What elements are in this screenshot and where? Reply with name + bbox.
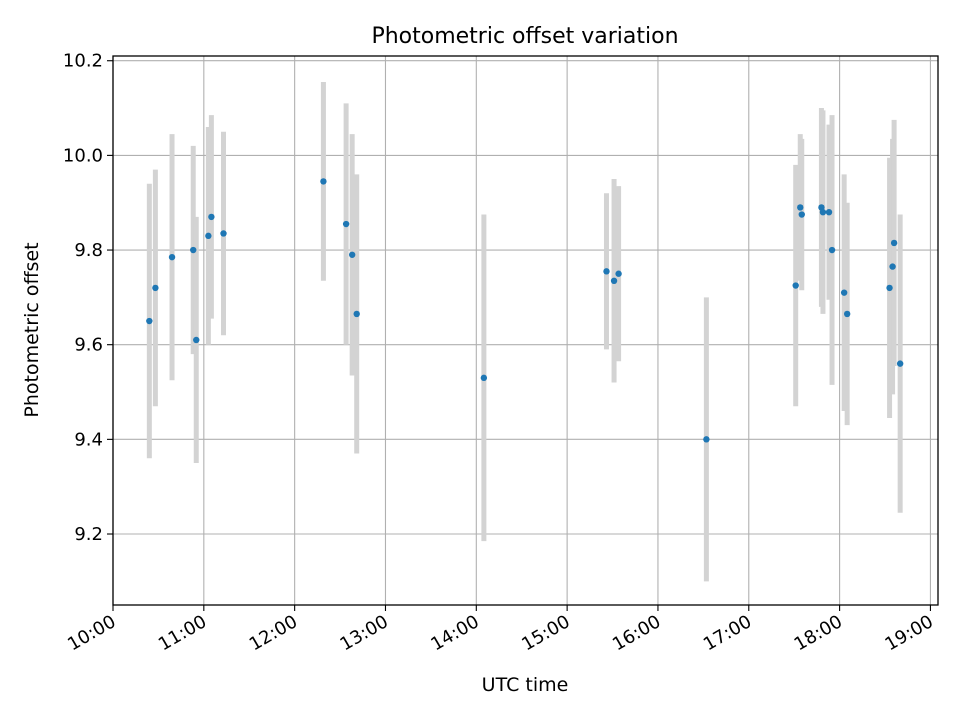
x-axis-label: UTC time bbox=[482, 674, 569, 696]
data-point bbox=[342, 220, 350, 228]
data-point bbox=[320, 178, 327, 185]
data-point bbox=[353, 310, 360, 318]
data-point bbox=[480, 374, 488, 382]
data-point bbox=[146, 317, 153, 325]
data-point bbox=[220, 230, 227, 237]
data-point bbox=[798, 211, 805, 218]
y-tick-label: 10.0 bbox=[63, 145, 103, 166]
y-tick-label: 10.2 bbox=[63, 51, 103, 72]
data-point bbox=[797, 204, 804, 211]
y-tick-label: 9.8 bbox=[74, 240, 103, 261]
data-point bbox=[828, 246, 836, 254]
data-point bbox=[896, 360, 904, 367]
y-axis-label: Photometric offset bbox=[21, 242, 43, 417]
data-point bbox=[840, 289, 848, 296]
data-point bbox=[603, 268, 610, 275]
data-point bbox=[152, 284, 159, 292]
data-point bbox=[193, 336, 200, 344]
data-point bbox=[819, 208, 827, 216]
plot-frame bbox=[112, 55, 939, 606]
data-point bbox=[890, 239, 898, 247]
data-points bbox=[146, 178, 904, 443]
data-point bbox=[205, 232, 212, 240]
data-point bbox=[792, 282, 799, 289]
data-point bbox=[825, 208, 833, 216]
data-point bbox=[615, 270, 622, 277]
y-tick-label: 9.2 bbox=[74, 524, 103, 545]
data-point bbox=[886, 284, 893, 292]
y-tick-label: 9.4 bbox=[74, 429, 103, 450]
data-point bbox=[610, 277, 618, 285]
data-point bbox=[168, 253, 176, 261]
y-axis-ticks: 9.2 9.4 9.6 9.8 10.0 10.2 bbox=[63, 51, 113, 545]
data-point bbox=[348, 251, 356, 258]
data-point bbox=[703, 436, 710, 443]
data-point bbox=[889, 263, 896, 270]
chart-title: Photometric offset variation bbox=[371, 24, 678, 49]
y-tick-label: 9.6 bbox=[74, 335, 103, 356]
data-point bbox=[190, 246, 197, 254]
data-point bbox=[208, 213, 215, 221]
data-point bbox=[843, 310, 851, 318]
